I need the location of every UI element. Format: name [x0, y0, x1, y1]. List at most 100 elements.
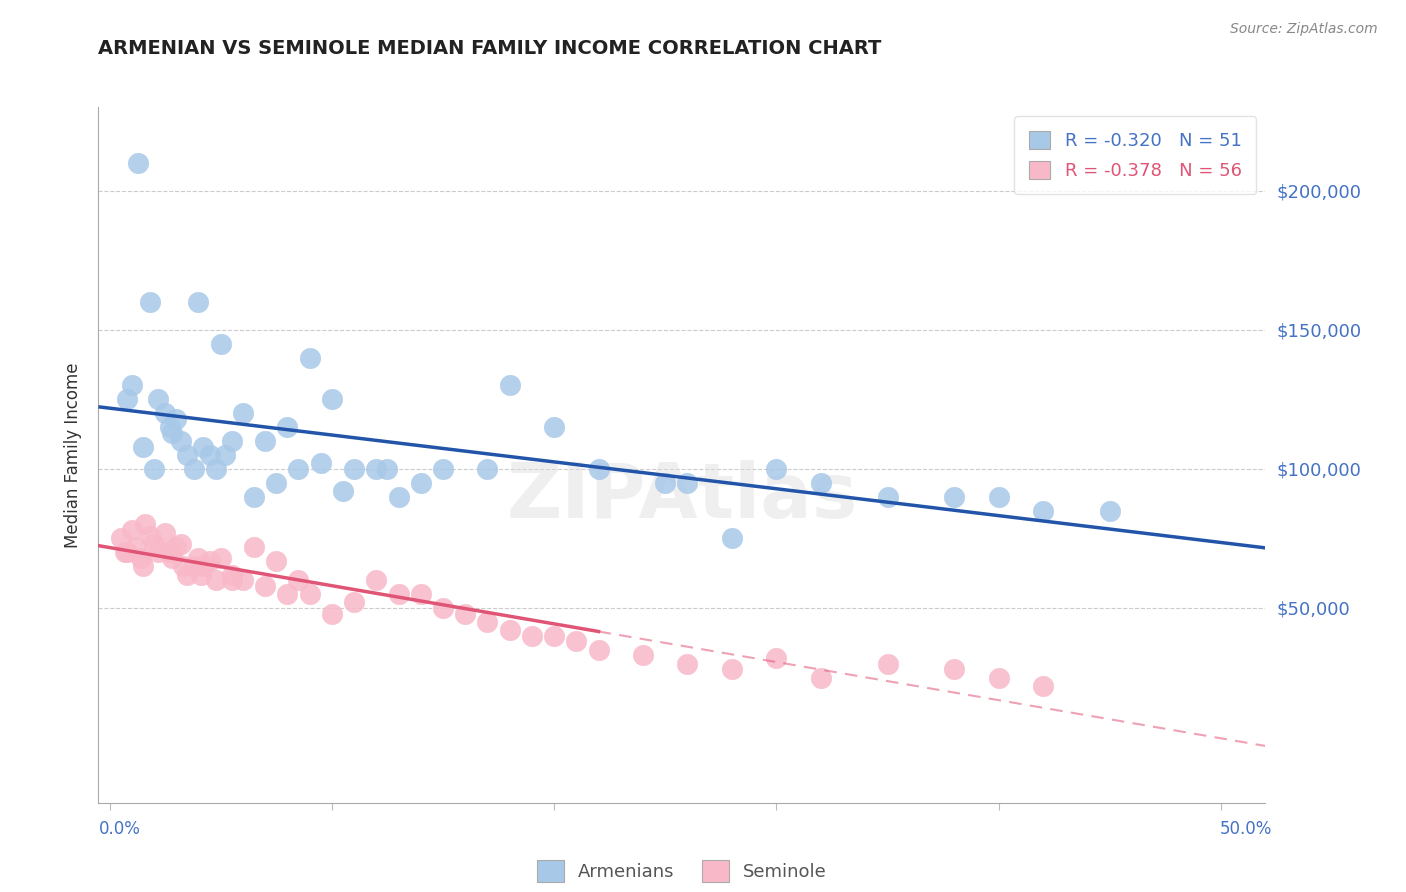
- Point: [876, 657, 898, 671]
- Point: [432, 462, 454, 476]
- Point: [176, 448, 198, 462]
- Point: [254, 434, 277, 448]
- Point: [298, 351, 321, 365]
- Point: [143, 537, 166, 551]
- Point: [276, 420, 298, 434]
- Point: [1098, 503, 1121, 517]
- Text: 50.0%: 50.0%: [1220, 820, 1272, 838]
- Point: [183, 559, 205, 574]
- Point: [165, 411, 187, 425]
- Point: [114, 545, 136, 559]
- Point: [117, 392, 139, 407]
- Point: [287, 573, 309, 587]
- Point: [943, 662, 966, 676]
- Point: [876, 490, 898, 504]
- Point: [190, 567, 212, 582]
- Point: [321, 607, 343, 621]
- Point: [332, 484, 354, 499]
- Point: [221, 434, 243, 448]
- Text: Source: ZipAtlas.com: Source: ZipAtlas.com: [1230, 22, 1378, 37]
- Point: [1032, 679, 1054, 693]
- Point: [176, 567, 198, 582]
- Point: [366, 462, 388, 476]
- Point: [121, 378, 143, 392]
- Point: [125, 540, 148, 554]
- Point: [498, 624, 520, 638]
- Text: ZIPAtlas: ZIPAtlas: [506, 459, 858, 533]
- Point: [654, 475, 676, 490]
- Point: [129, 550, 152, 565]
- Y-axis label: Median Family Income: Median Family Income: [65, 362, 83, 548]
- Point: [298, 587, 321, 601]
- Point: [565, 634, 588, 648]
- Point: [143, 462, 166, 476]
- Point: [243, 540, 266, 554]
- Point: [588, 462, 610, 476]
- Point: [765, 462, 787, 476]
- Point: [477, 615, 499, 629]
- Point: [676, 475, 699, 490]
- Point: [159, 545, 181, 559]
- Point: [110, 532, 132, 546]
- Point: [366, 573, 388, 587]
- Point: [520, 629, 543, 643]
- Point: [169, 434, 191, 448]
- Point: [127, 155, 149, 169]
- Point: [498, 378, 520, 392]
- Point: [387, 587, 409, 601]
- Point: [588, 642, 610, 657]
- Point: [343, 462, 366, 476]
- Point: [160, 425, 183, 440]
- Point: [343, 595, 366, 609]
- Point: [243, 490, 266, 504]
- Point: [232, 573, 254, 587]
- Point: [676, 657, 699, 671]
- Point: [117, 545, 139, 559]
- Point: [205, 573, 228, 587]
- Point: [309, 456, 332, 470]
- Point: [254, 579, 277, 593]
- Point: [153, 525, 176, 540]
- Point: [138, 294, 160, 309]
- Point: [191, 559, 214, 574]
- Point: [454, 607, 477, 621]
- Point: [765, 651, 787, 665]
- Point: [187, 294, 209, 309]
- Point: [153, 406, 176, 420]
- Point: [221, 573, 243, 587]
- Point: [721, 662, 744, 676]
- Point: [187, 550, 209, 565]
- Point: [810, 671, 832, 685]
- Point: [264, 475, 287, 490]
- Point: [1032, 503, 1054, 517]
- Point: [432, 601, 454, 615]
- Point: [198, 554, 221, 568]
- Point: [987, 671, 1010, 685]
- Text: ARMENIAN VS SEMINOLE MEDIAN FAMILY INCOME CORRELATION CHART: ARMENIAN VS SEMINOLE MEDIAN FAMILY INCOM…: [98, 39, 882, 58]
- Point: [191, 440, 214, 454]
- Point: [205, 462, 228, 476]
- Point: [264, 554, 287, 568]
- Point: [121, 523, 143, 537]
- Point: [159, 420, 181, 434]
- Point: [543, 629, 565, 643]
- Legend: Armenians, Seminole: Armenians, Seminole: [527, 851, 837, 891]
- Point: [409, 587, 432, 601]
- Point: [276, 587, 298, 601]
- Point: [165, 540, 187, 554]
- Point: [543, 420, 565, 434]
- Point: [172, 559, 194, 574]
- Point: [287, 462, 309, 476]
- Point: [221, 567, 243, 582]
- Point: [183, 462, 205, 476]
- Point: [132, 559, 155, 574]
- Point: [134, 517, 156, 532]
- Point: [232, 406, 254, 420]
- Point: [132, 440, 155, 454]
- Point: [987, 490, 1010, 504]
- Point: [209, 550, 232, 565]
- Point: [943, 490, 966, 504]
- Point: [169, 537, 191, 551]
- Point: [214, 448, 236, 462]
- Text: 0.0%: 0.0%: [98, 820, 141, 838]
